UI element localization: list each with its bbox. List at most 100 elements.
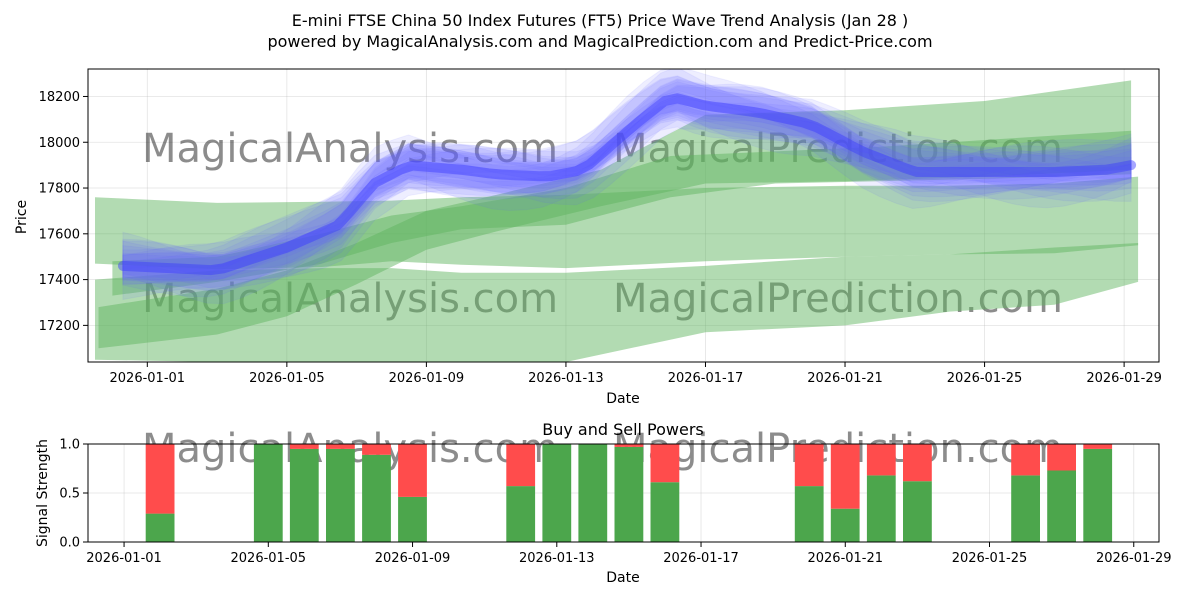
price-wave-ribbon [122,75,1132,285]
watermark-top-right: MagicalPrediction.com [613,126,1063,172]
sell-bar [1083,444,1113,449]
price-x-tick-label: 2026-01-05 [249,371,325,386]
price-wave-ribbon [122,83,1132,301]
buy-bar [794,486,824,542]
power-x-ticks: 2026-01-01 2026-01-05 2026-01-09 2026-01-13… [86,542,1172,566]
power-x-tick-label: 2026-01-01 [86,551,162,566]
buy-bar [326,448,355,542]
price-wave-ribbon [122,78,1132,291]
buy-bar [1047,470,1076,542]
price-y-tick-label: 17400 [39,273,80,288]
power-x-tick-label: 2026-01-17 [663,551,739,566]
buy-bar [362,454,391,542]
price-wave-ribbon [122,75,1132,298]
power-y-ticks: 0.0 0.5 1.0 [59,438,88,551]
buy-bar [830,508,860,542]
price-x-tick-label: 2026-01-17 [668,371,744,386]
power-y-tick-label: 1.0 [59,438,80,453]
price-y-tick-label: 18200 [39,90,80,105]
sell-bar [794,444,824,487]
watermark-mid-left: MagicalAnalysis.com [142,276,558,322]
price-wave-ribbon [122,102,1132,282]
price-x-tick-label: 2026-01-25 [947,371,1023,386]
price-x-tick-label: 2026-01-21 [807,371,883,386]
power-y-tick-label: 0.5 [59,487,80,502]
price-wave-ribbon [122,96,1132,283]
price-bands [95,80,1139,362]
sell-bar [1047,444,1076,471]
price-wave-ribbon [122,69,1132,305]
sell-bar [145,444,175,514]
power-bars [145,444,1113,542]
sell-bar [289,444,319,449]
band-upper [95,176,1139,270]
price-x-tick-label: 2026-01-01 [110,371,186,386]
price-wave-center [117,93,1137,276]
power-x-tick-label: 2026-01-05 [231,551,307,566]
sell-bar [903,444,932,482]
buy-bar [398,496,427,542]
power-panel: Buy and Sell Powers MagicalAnalysis.com … [35,420,1172,586]
price-y-tick-label: 18000 [39,136,80,151]
buy-bar [866,475,896,542]
price-wave-ribbon [122,69,1132,286]
band-lower [95,243,1139,362]
price-x-ticks: 2026-01-01 2026-01-05 2026-01-09 2026-01-13… [110,362,1162,386]
price-y-ticks: 17200 17400 17600 17800 18000 18200 [39,90,88,334]
chart-title-line2: powered by MagicalAnalysis.com and Magic… [267,32,932,51]
price-grid [88,69,1159,362]
power-x-tick-label: 2026-01-25 [952,551,1028,566]
price-x-tick-label: 2026-01-29 [1086,371,1162,386]
buy-bar [903,481,932,542]
price-wave-ribbon [122,90,1132,280]
buy-bar [145,513,175,542]
sell-bar [830,444,860,509]
buy-bar [614,446,644,542]
sell-bar [650,444,680,483]
buy-bar [1083,448,1113,542]
price-wave-ribbon [122,81,1132,270]
price-panel: MagicalAnalysis.com MagicalPrediction.co… [14,68,1162,407]
buy-bar [542,444,572,542]
buy-bar [506,486,536,542]
sell-bar [866,444,896,476]
power-y-tick-label: 0.0 [59,536,80,551]
sell-bar [398,444,427,497]
price-y-tick-label: 17600 [39,227,80,242]
price-wave-ribbon [122,79,1132,282]
power-panel-title: Buy and Sell Powers [542,420,704,439]
sell-bar [614,444,644,447]
power-x-tick-label: 2026-01-09 [375,551,451,566]
price-y-tick-label: 17200 [39,319,80,334]
price-wave-ribbon [122,103,1132,292]
power-x-tick-label: 2026-01-13 [519,551,595,566]
band-trend-2 [112,130,1132,296]
buy-bar [650,482,680,542]
sell-bar [1011,444,1040,476]
price-x-tick-label: 2026-01-09 [389,371,465,386]
price-x-tick-label: 2026-01-13 [528,371,604,386]
power-x-axis-label: Date [606,570,639,586]
sell-bar [506,444,536,487]
power-x-tick-label: 2026-01-29 [1096,551,1172,566]
price-y-tick-label: 17800 [39,182,80,197]
power-x-tick-label: 2026-01-21 [807,551,883,566]
chart-title-line1: E-mini FTSE China 50 Index Futures (FT5)… [292,11,909,30]
buy-bar [289,448,319,542]
sell-bar [326,444,355,449]
watermark-mid-right: MagicalPrediction.com [613,276,1063,322]
price-wave-ribbon [122,94,1132,281]
band-trend-1 [98,80,1132,349]
buy-bar [578,444,608,542]
power-y-axis-label: Signal Strength [35,439,51,547]
price-wave-ribbon [122,85,1132,290]
buy-bar [1011,475,1040,542]
buy-bar [253,444,283,542]
sell-bar [362,444,391,455]
watermark-top-left: MagicalAnalysis.com [142,126,558,172]
price-axes-frame [87,68,1160,363]
price-waves [117,69,1137,305]
price-x-axis-label: Date [606,391,639,407]
price-watermarks: MagicalAnalysis.com MagicalPrediction.co… [142,126,1063,322]
